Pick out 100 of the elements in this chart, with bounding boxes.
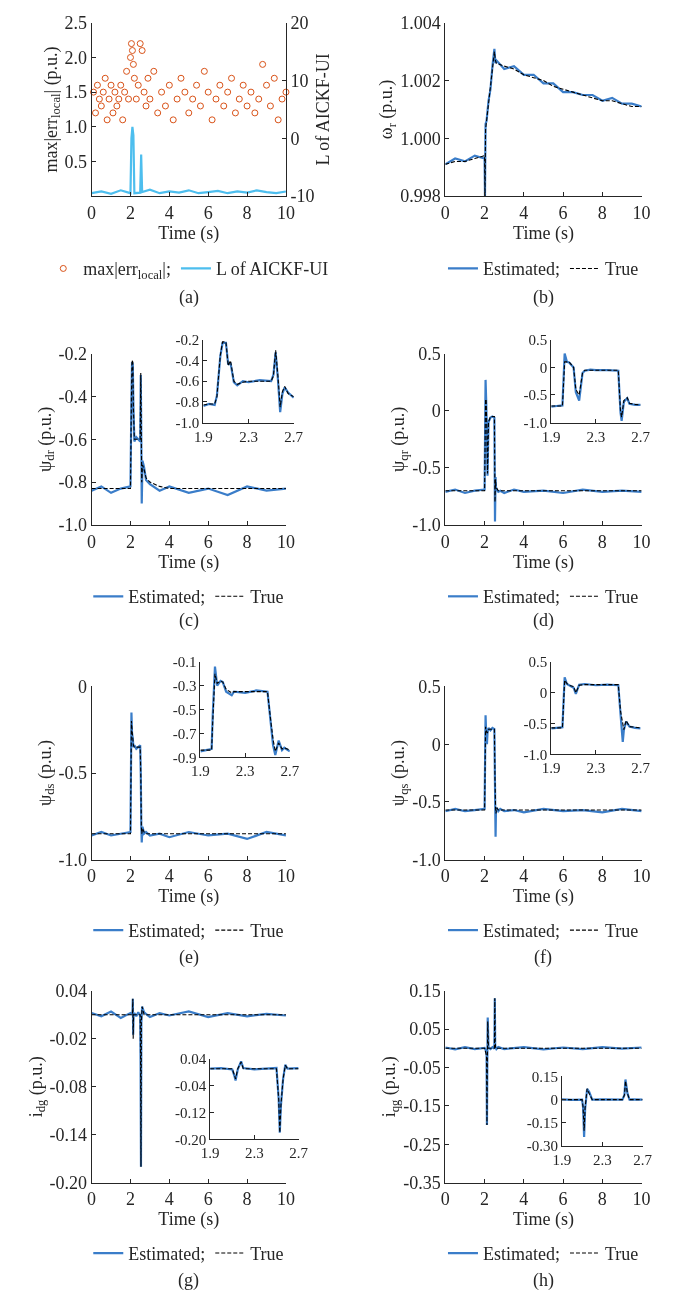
y-tick-label: 0 [539, 359, 548, 376]
legend-label: Estimated; [482, 921, 560, 942]
y-tick-label: 0 [550, 1091, 558, 1108]
y-tick-label: -1.0 [58, 515, 87, 536]
legend-label: Estimated; [482, 259, 560, 280]
text: (d) [533, 610, 554, 631]
x-tick-label: 10 [276, 531, 295, 552]
y-tick-label: 0.04 [55, 980, 87, 1001]
x-tick-label: 2.3 [239, 428, 258, 445]
x-tick-label: 2 [125, 866, 135, 887]
x-tick-label: 2 [480, 866, 490, 887]
legend-label: Estimated; [482, 1244, 560, 1265]
y-tick-label: -0.2 [58, 343, 87, 364]
y-tick-label: 0.5 [418, 343, 441, 364]
x-axis-title: Time (s) [158, 551, 220, 573]
x-tick-label: 4 [519, 202, 529, 223]
legend-label: Estimated; [128, 1244, 206, 1265]
text: (a) [179, 287, 199, 308]
legend-label: True [604, 1244, 639, 1265]
x-tick-label: 4 [164, 531, 174, 552]
x-tick-label: 2.3 [245, 1145, 264, 1162]
y-tick-label: -0.15 [526, 1115, 558, 1132]
legend-label: True [604, 587, 639, 608]
line-series [551, 676, 641, 744]
y-tick-label: -0.4 [175, 352, 200, 369]
x-tick-label: 2.7 [284, 428, 304, 445]
legend-label: Estimated; [482, 587, 560, 608]
x-tick-label: 8 [242, 531, 252, 552]
x-tick-label: 4 [164, 202, 174, 223]
y2-tick-label: 0 [290, 128, 300, 149]
x-tick-label: 6 [558, 1189, 568, 1210]
line-series [445, 997, 642, 1127]
y-tick-label: 0 [539, 684, 548, 701]
y-tick-label: -1.0 [523, 746, 548, 763]
y-tick-label: 2.5 [64, 13, 87, 34]
y-tick-label: 1.002 [400, 70, 441, 91]
x-tick-label: 8 [597, 531, 607, 552]
y-tick-label: -0.05 [403, 1057, 441, 1078]
y-tick-label: -0.35 [403, 1172, 441, 1193]
y-tick-label: -0.5 [523, 387, 548, 404]
y-tick-label: -0.5 [523, 715, 548, 732]
y-tick-label: 0.15 [409, 980, 441, 1001]
x-tick-label: 2 [480, 531, 490, 552]
y-tick-label: -0.8 [58, 472, 87, 493]
y-tick-label: 0 [431, 734, 441, 755]
text: (b) [533, 287, 554, 308]
x-tick-label: 2.3 [586, 428, 606, 445]
text: (c) [179, 610, 199, 631]
y-tick-label: -0.25 [403, 1134, 441, 1155]
x-tick-label: 10 [632, 866, 651, 887]
x-tick-label: 2.7 [289, 1145, 309, 1162]
y-tick-label: -0.6 [58, 429, 87, 450]
x-tick-label: 6 [203, 531, 213, 552]
x-tick-label: 1.9 [191, 763, 210, 780]
x-tick-label: 1.9 [541, 428, 561, 445]
text: (e) [179, 947, 199, 968]
legend-label: True [250, 921, 284, 942]
legend-label: True [250, 1244, 284, 1265]
x-axis-title: Time (s) [513, 551, 574, 573]
x-axis-title: Time (s) [513, 222, 574, 244]
y-tick-label: -1.0 [523, 414, 548, 431]
y-tick-label: 1.000 [400, 128, 441, 149]
x-tick-label: 2.3 [235, 763, 255, 780]
x-tick-label: 10 [632, 531, 651, 552]
x-tick-label: 2.7 [631, 760, 651, 777]
legend-label: True [604, 259, 639, 280]
y-tick-label: -1.0 [175, 414, 200, 431]
x-axis-title: Time (s) [158, 1209, 220, 1231]
y-tick-label: -0.8 [175, 394, 200, 411]
x-tick-label: 4 [164, 866, 174, 887]
y-tick-label: -0.6 [175, 373, 200, 390]
y-tick-label: -0.5 [58, 763, 87, 784]
x-tick-label: 1.9 [552, 1152, 572, 1169]
x-tick-label: 2 [480, 202, 490, 223]
x-tick-label: 10 [276, 866, 295, 887]
x-axis-title: Time (s) [513, 886, 574, 908]
x-tick-label: 6 [203, 1189, 213, 1210]
y2-tick-label: 20 [290, 13, 309, 34]
x-tick-label: 4 [519, 1189, 529, 1210]
y-tick-label: -0.5 [412, 792, 441, 813]
y-tick-label: 0.5 [64, 151, 87, 172]
line-series [551, 361, 641, 418]
y-tick-label: 1.004 [400, 13, 441, 34]
x-tick-label: 6 [203, 866, 213, 887]
x-tick-label: 2 [480, 1189, 490, 1210]
text: (g) [178, 1270, 199, 1291]
y-tick-label: -0.30 [526, 1138, 558, 1155]
x-tick-label: 8 [597, 202, 607, 223]
x-tick-label: 2.7 [280, 763, 300, 780]
x-tick-label: 6 [203, 202, 213, 223]
y-tick-label: 0.05 [409, 1019, 441, 1040]
y-tick-label: -0.12 [174, 1104, 207, 1121]
y-tick-label: -0.5 [412, 458, 441, 479]
x-tick-label: 8 [242, 202, 252, 223]
legend-label: Estimated; [128, 587, 206, 608]
y-tick-label: -0.3 [172, 677, 197, 694]
y-tick-label: 1.5 [64, 82, 87, 103]
y-tick-label: -0.14 [49, 1124, 87, 1145]
x-tick-label: 8 [597, 866, 607, 887]
y-tick-label: -0.20 [49, 1172, 87, 1193]
